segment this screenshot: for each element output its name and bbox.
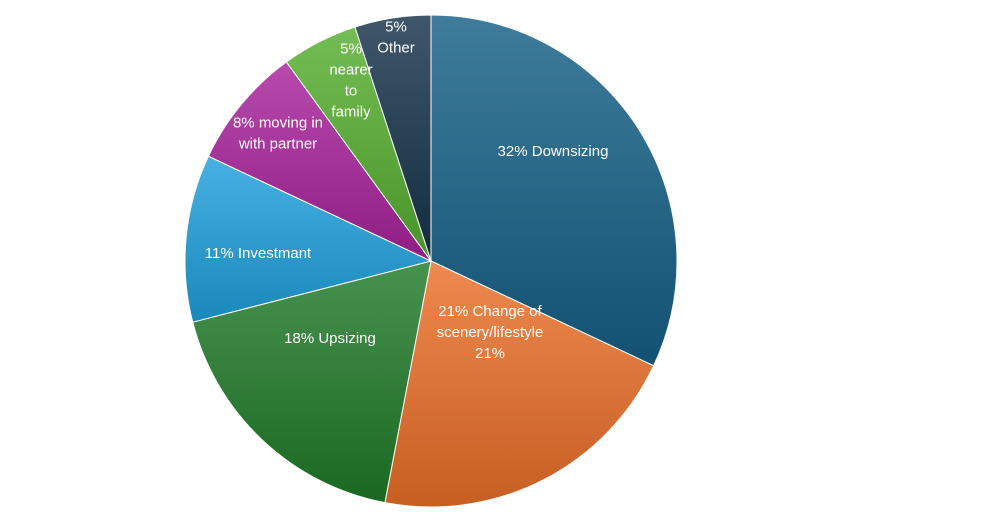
slice-label-line: 5% bbox=[385, 18, 407, 35]
slice-label-line: family bbox=[331, 103, 371, 120]
pie-slices bbox=[184, 14, 678, 508]
slice-label-line: to bbox=[345, 82, 358, 99]
slice-label-line: 32% Downsizing bbox=[498, 143, 609, 160]
slice-label-investmant: 11% Investmant bbox=[205, 245, 312, 262]
slice-label-other: 5% Other bbox=[377, 18, 415, 56]
slice-label-moving-in-with-partner: 8% moving in with partner bbox=[233, 114, 323, 152]
pie-slice-other bbox=[354, 14, 432, 262]
slice-label-nearer-to-family: 5% nearer to family bbox=[329, 40, 372, 120]
slice-label-line: 5% bbox=[340, 40, 362, 57]
slice-label-line: 18% Upsizing bbox=[284, 330, 376, 347]
slice-label-line: with partner bbox=[238, 135, 317, 152]
pie-slice-moving-in-with-partner bbox=[207, 61, 432, 262]
slice-label-line: Other bbox=[377, 39, 415, 56]
slice-label-line: 21% Change of bbox=[438, 303, 542, 320]
slice-label-line: 8% moving in bbox=[233, 114, 323, 131]
pie-slice-downsizing bbox=[430, 14, 678, 367]
slice-label-upsizing: 18% Upsizing bbox=[284, 330, 376, 347]
pie-slice-investmant bbox=[184, 155, 433, 323]
slice-label-line: 21% bbox=[475, 345, 505, 362]
pie-slice-upsizing bbox=[192, 260, 432, 504]
slice-label-line: 11% Investmant bbox=[205, 245, 312, 262]
slice-label-change-of-scenery: 21% Change of scenery/lifestyle 21% bbox=[437, 303, 544, 362]
slice-label-line: scenery/lifestyle bbox=[437, 324, 544, 341]
slice-label-downsizing: 32% Downsizing bbox=[498, 143, 609, 160]
pie-slice-change-of-scenery bbox=[384, 260, 655, 508]
slice-label-line: nearer bbox=[329, 61, 372, 78]
pie-labels: 32% Downsizing 21% Change of scenery/lifes… bbox=[205, 18, 609, 362]
